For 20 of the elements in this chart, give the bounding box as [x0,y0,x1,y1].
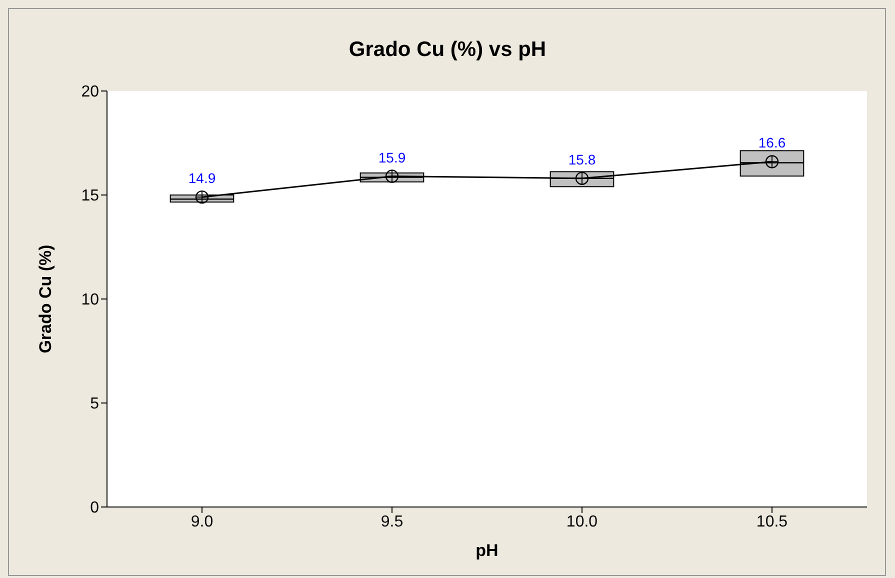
chart-title: Grado Cu (%) vs pH [348,38,548,62]
point [765,155,779,168]
point [195,190,209,204]
y-tick-label: 15 [81,188,100,205]
y-axis-title: Grado Cu (%) [36,244,56,354]
data-label: 16.6 [758,134,786,151]
y-tick-label: 10 [81,292,100,309]
y-tick-label: 0 [90,500,100,517]
point [385,170,399,183]
y-tick-label: 5 [90,396,100,413]
x-tick-label: 10.5 [756,513,788,530]
data-label: 14.9 [188,170,216,186]
point [575,172,589,185]
x-tick-label: 10.0 [566,513,598,530]
y-tick-label: 20 [81,84,100,101]
data-label: 15.8 [568,151,596,168]
x-tick-label: 9.5 [380,513,404,530]
x-axis-title: pH [476,541,498,560]
data-label: 15.9 [378,149,406,166]
x-tick-label: 9.0 [190,513,214,530]
